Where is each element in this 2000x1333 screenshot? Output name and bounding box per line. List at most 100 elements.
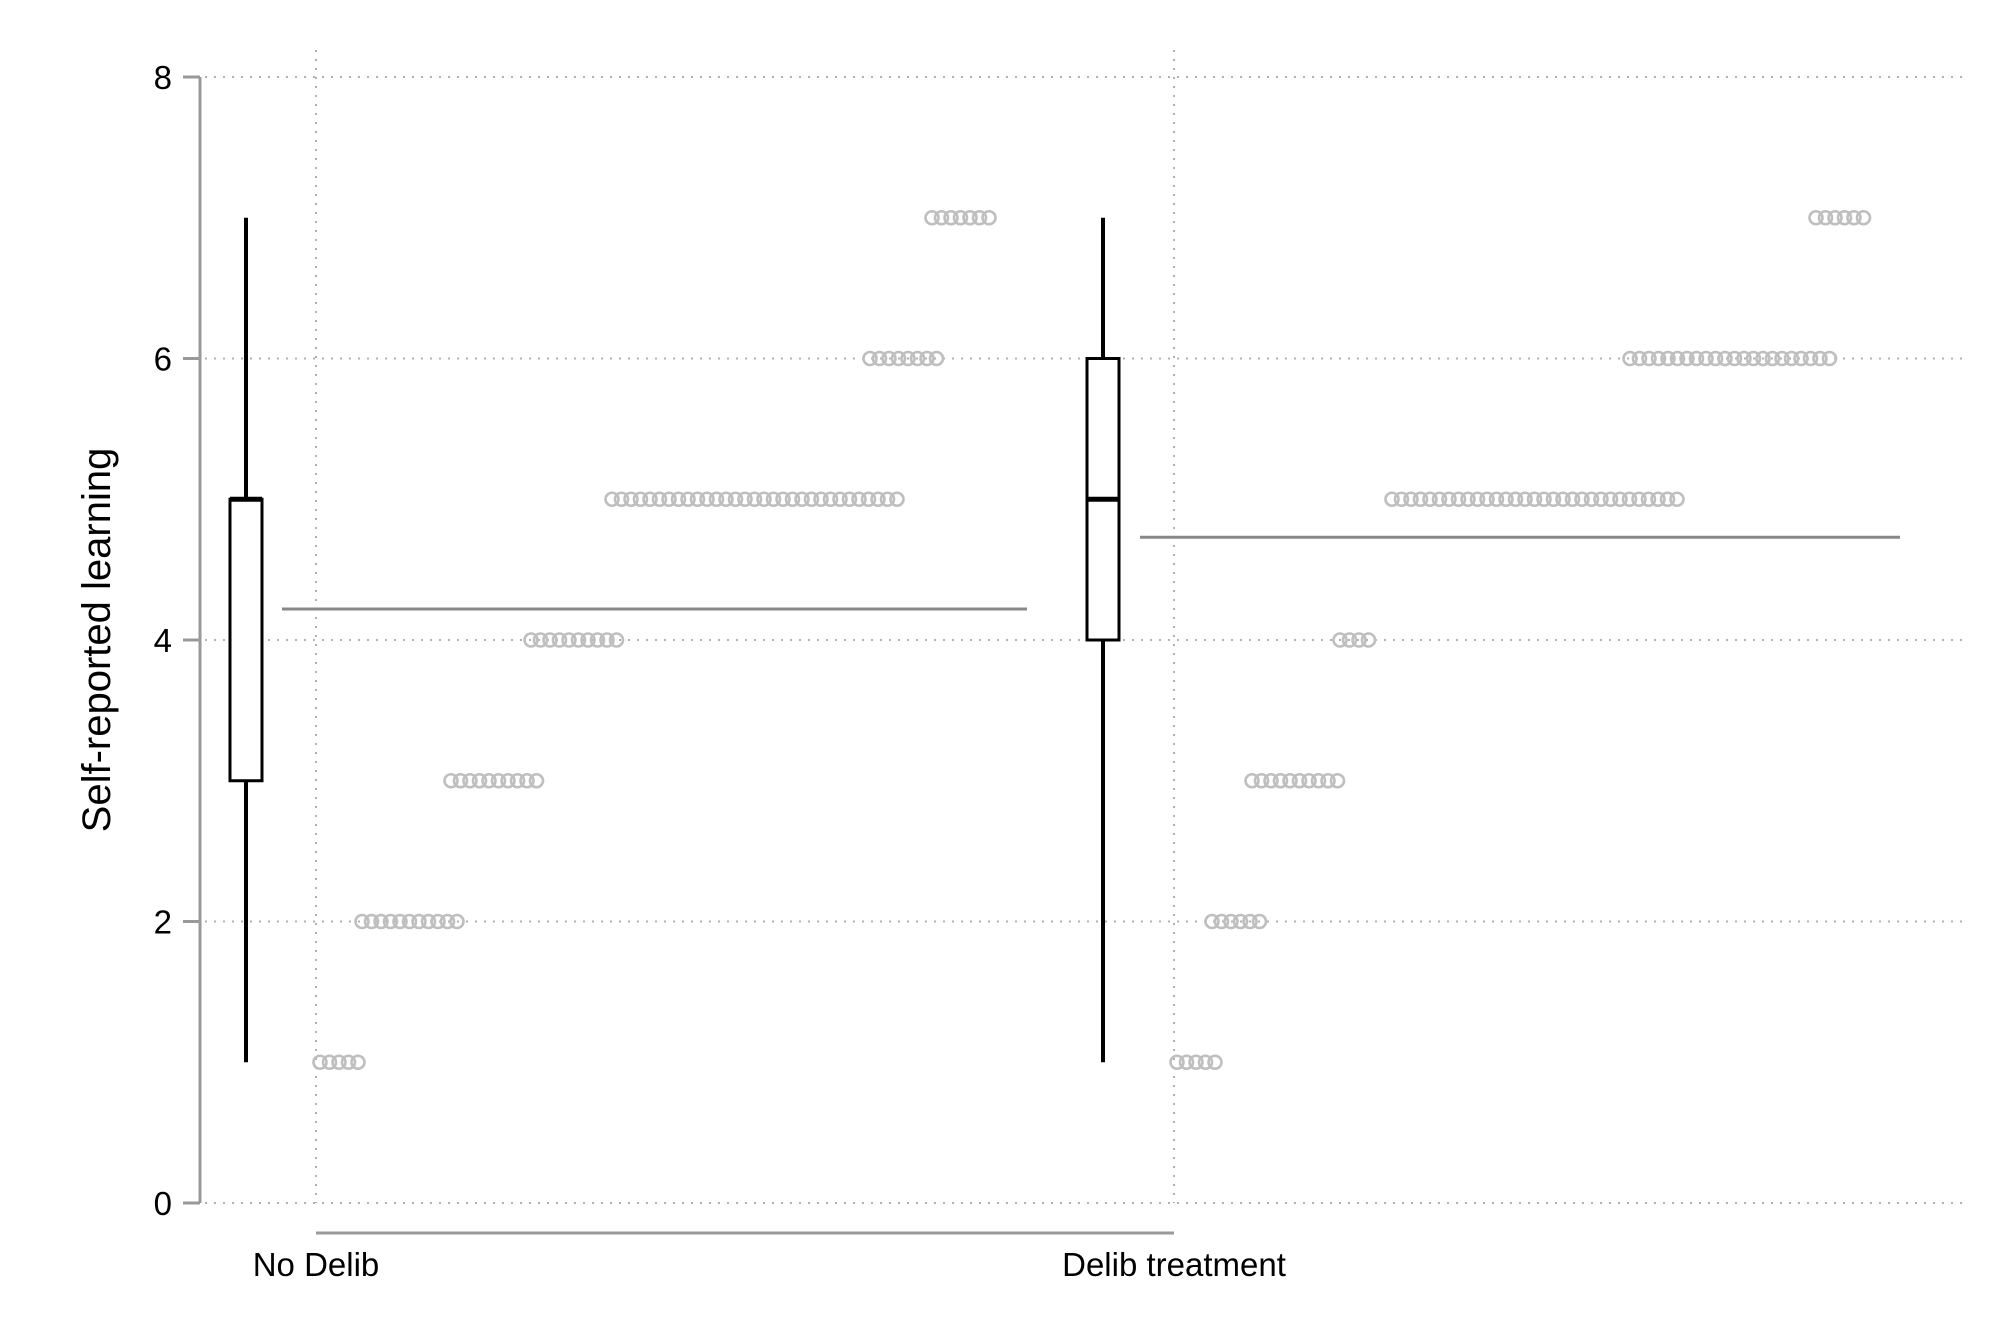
data-point bbox=[321, 1054, 338, 1071]
y-tick-label: 8 bbox=[154, 59, 172, 96]
data-point bbox=[900, 350, 916, 367]
data-point bbox=[689, 491, 706, 508]
data-point bbox=[1431, 491, 1448, 508]
data-point bbox=[881, 350, 897, 367]
data-point bbox=[1232, 913, 1249, 930]
data-point bbox=[813, 491, 829, 508]
data-point bbox=[1422, 491, 1438, 508]
data-point bbox=[1755, 350, 1771, 367]
data-point bbox=[1469, 491, 1486, 508]
y-tick-label: 6 bbox=[154, 341, 172, 378]
data-point bbox=[1332, 632, 1348, 648]
data-point bbox=[1536, 491, 1552, 508]
data-point bbox=[561, 632, 577, 648]
data-point bbox=[1244, 772, 1260, 789]
data-point bbox=[962, 209, 978, 226]
data-point bbox=[471, 772, 488, 789]
data-point bbox=[1188, 1054, 1204, 1071]
category-label: Delib treatment bbox=[1062, 1246, 1286, 1283]
data-point bbox=[1802, 350, 1819, 367]
data-point bbox=[784, 491, 801, 508]
data-point bbox=[1526, 491, 1543, 508]
category-label: No Delib bbox=[253, 1246, 380, 1283]
data-point bbox=[1169, 1054, 1185, 1071]
data-point bbox=[1517, 491, 1533, 508]
data-point bbox=[401, 913, 418, 930]
data-point bbox=[952, 209, 969, 226]
data-point bbox=[1178, 1054, 1195, 1071]
data-point bbox=[746, 491, 763, 508]
data-point bbox=[604, 491, 620, 508]
box-plots bbox=[228, 217, 1121, 1063]
data-point bbox=[608, 632, 625, 648]
data-point bbox=[822, 491, 839, 508]
data-point bbox=[589, 632, 606, 648]
data-point bbox=[509, 772, 526, 789]
data-point bbox=[680, 491, 696, 508]
data-point bbox=[420, 913, 437, 930]
data-point bbox=[832, 491, 848, 508]
data-point bbox=[1817, 209, 1834, 226]
data-point bbox=[449, 913, 465, 930]
data-point bbox=[737, 491, 753, 508]
data-point bbox=[1545, 491, 1562, 508]
data-point bbox=[551, 632, 568, 648]
mean-lines bbox=[282, 535, 1900, 611]
data-point bbox=[452, 772, 469, 789]
data-point bbox=[943, 209, 959, 226]
data-point bbox=[490, 772, 507, 789]
data-point bbox=[890, 350, 907, 367]
data-point bbox=[363, 913, 380, 930]
data-point bbox=[1650, 491, 1666, 508]
data-point bbox=[500, 772, 516, 789]
data-point bbox=[1498, 491, 1514, 508]
data-point bbox=[1197, 1054, 1214, 1071]
data-point bbox=[1612, 491, 1628, 508]
data-point bbox=[580, 632, 596, 648]
data-point bbox=[373, 913, 389, 930]
data-point bbox=[860, 491, 877, 508]
data-point bbox=[1272, 772, 1289, 789]
data-point bbox=[439, 913, 456, 930]
data-point bbox=[623, 491, 639, 508]
data-point bbox=[1251, 913, 1268, 930]
data-point bbox=[411, 913, 427, 930]
data-point bbox=[1555, 491, 1571, 508]
data-point bbox=[1669, 350, 1686, 367]
box-iqr bbox=[228, 497, 264, 783]
data-point bbox=[1242, 913, 1258, 930]
data-point bbox=[889, 491, 905, 508]
data-point bbox=[708, 491, 725, 508]
data-point bbox=[862, 350, 878, 367]
data-point bbox=[924, 209, 940, 226]
data-point bbox=[1774, 350, 1790, 367]
data-point bbox=[1564, 491, 1581, 508]
data-point bbox=[1479, 491, 1495, 508]
data-point bbox=[1488, 491, 1505, 508]
data-point bbox=[613, 491, 630, 508]
data-point bbox=[1301, 772, 1317, 789]
y-tick-label: 0 bbox=[154, 1185, 172, 1222]
data-point bbox=[1384, 491, 1400, 508]
data-point bbox=[1836, 209, 1853, 226]
data-point bbox=[354, 913, 370, 930]
data-point bbox=[1707, 350, 1724, 367]
data-point bbox=[1282, 772, 1298, 789]
data-point bbox=[1393, 491, 1410, 508]
data-point bbox=[794, 491, 810, 508]
data-point bbox=[1650, 350, 1667, 367]
data-point bbox=[1360, 632, 1377, 648]
data-point bbox=[1660, 350, 1676, 367]
data-point bbox=[1827, 209, 1843, 226]
data-point bbox=[870, 491, 886, 508]
data-point bbox=[430, 913, 446, 930]
data-point bbox=[1574, 491, 1590, 508]
data-point bbox=[871, 350, 888, 367]
data-point bbox=[661, 491, 677, 508]
data-point bbox=[933, 209, 950, 226]
data-point bbox=[1213, 913, 1230, 930]
data-point bbox=[1622, 350, 1638, 367]
data-point bbox=[1631, 491, 1647, 508]
data-point bbox=[1291, 772, 1308, 789]
